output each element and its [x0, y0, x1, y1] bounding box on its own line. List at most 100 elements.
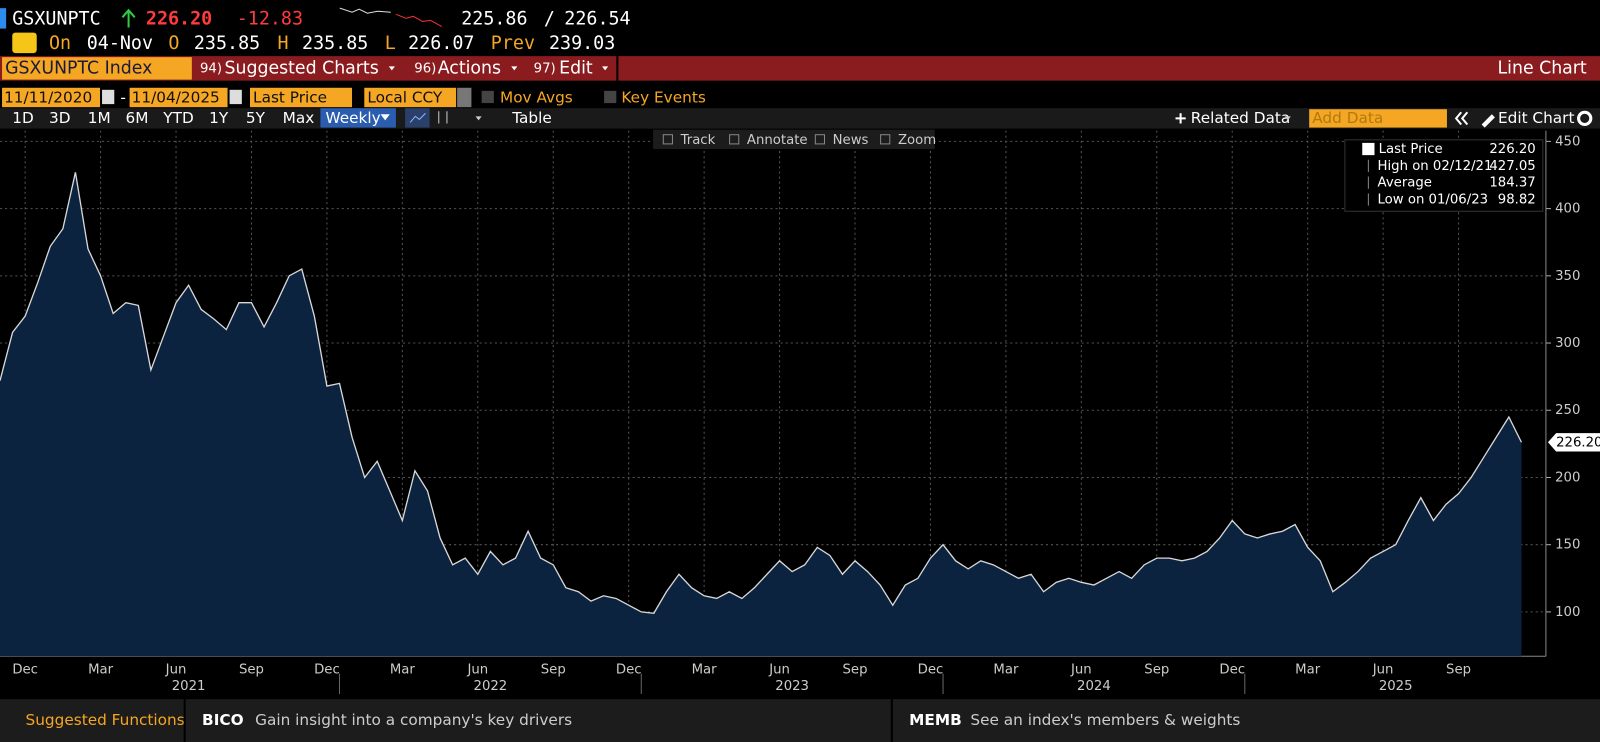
y-tick-label: 400	[1555, 202, 1580, 217]
x-tick-label: Mar	[692, 663, 718, 678]
menu-number: 94)	[200, 61, 222, 76]
end-date[interactable]: 11/04/2025	[132, 88, 220, 106]
calendar-icon[interactable]	[229, 89, 242, 105]
year-label: 2021	[172, 679, 206, 694]
dropdown-arrow	[1284, 116, 1291, 121]
dropdown-arrow	[511, 66, 518, 71]
range-button[interactable]: YTD	[162, 109, 193, 127]
related-data[interactable]: Related Data	[1191, 109, 1290, 127]
range-buttons: 1D 3D 1M 6M YTD 1Y 5Y Max	[12, 109, 314, 127]
security[interactable]: GSXUNPTC Index	[5, 58, 152, 78]
price-tag	[1547, 433, 1600, 452]
open: 235.85	[194, 33, 260, 54]
calendar-icon[interactable]	[102, 89, 115, 105]
menu[interactable]: Actions	[438, 58, 501, 78]
range-button[interactable]: 5Y	[246, 109, 266, 127]
focus-marker	[0, 8, 7, 29]
range-button[interactable]: 1M	[88, 109, 111, 127]
collapse-icon[interactable]	[1454, 111, 1469, 126]
price-tag-label: 226.20	[1556, 435, 1600, 450]
legend-box	[1344, 139, 1544, 212]
range-button[interactable]: 1D	[12, 109, 34, 127]
separator: /	[544, 8, 555, 29]
toolbar	[0, 108, 1600, 129]
range-button[interactable]: 3D	[49, 109, 71, 127]
prev: 239.03	[549, 33, 615, 54]
range-button[interactable]: 1Y	[209, 109, 229, 127]
frequency[interactable]: Weekly	[326, 109, 381, 127]
add-data-box[interactable]	[1309, 109, 1447, 128]
year-label: 2023	[775, 679, 809, 694]
tool-icon	[729, 134, 740, 145]
function-text[interactable]: Gain insight into a company's key driver…	[255, 711, 572, 729]
frequency-box[interactable]	[320, 108, 396, 128]
security-box[interactable]	[2, 57, 192, 80]
table-button[interactable]: Table	[511, 109, 552, 127]
low: 226.07	[408, 33, 474, 54]
add-data[interactable]: Add Data	[1312, 109, 1383, 127]
field-box[interactable]	[250, 87, 353, 108]
y-tick-label: 100	[1555, 605, 1580, 620]
x-tick-label: Mar	[88, 663, 114, 678]
menu[interactable]: Edit	[559, 58, 593, 78]
start-date[interactable]: 11/11/2020	[4, 88, 92, 106]
x-tick-label: Mar	[1295, 663, 1321, 678]
dropdown[interactable]	[457, 87, 472, 108]
edit-chart[interactable]: Edit Chart	[1498, 109, 1575, 127]
field[interactable]: Last Price	[253, 88, 327, 106]
tool-icon	[814, 134, 825, 145]
legend-swatch	[1362, 142, 1375, 156]
tool-icon	[662, 134, 673, 145]
x-tick-label: Sep	[541, 663, 566, 678]
dropdown-arrow	[475, 116, 482, 121]
menu[interactable]: Suggested Charts	[224, 58, 378, 78]
clock-icon[interactable]	[12, 32, 37, 54]
tool[interactable]: Zoom	[898, 133, 936, 148]
x-tick-label: Dec	[918, 663, 944, 678]
on-label: On	[49, 33, 71, 54]
checkbox[interactable]	[481, 90, 494, 104]
legend-value: 98.82	[1498, 193, 1536, 208]
y-tick-label: 350	[1555, 269, 1580, 284]
bid: 225.86	[461, 8, 527, 29]
change: -12.83	[237, 8, 303, 29]
high: 235.85	[302, 33, 368, 54]
legend-value: 184.37	[1489, 176, 1535, 191]
menu-number: 97)	[534, 61, 556, 76]
function-text[interactable]: See an index's members & weights	[970, 711, 1240, 729]
area	[0, 172, 1522, 657]
function-code[interactable]: MEMB	[909, 711, 962, 729]
bar-icon[interactable]	[438, 111, 448, 124]
key-events[interactable]: Key Events	[621, 88, 705, 106]
tool[interactable]: Annotate	[747, 133, 808, 148]
currency[interactable]: Local CCY	[367, 88, 443, 106]
tool[interactable]: News	[833, 133, 869, 148]
range-button[interactable]: 6M	[126, 109, 149, 127]
low-label: L	[385, 33, 396, 54]
sparkline	[395, 13, 443, 27]
checkbox[interactable]	[604, 90, 617, 104]
currency-box[interactable]	[364, 87, 457, 108]
x-tick-label: Sep	[1446, 663, 1471, 678]
mov-avgs[interactable]: Mov Avgs	[500, 88, 573, 106]
up-arrow	[121, 8, 136, 28]
tool-icon	[880, 134, 891, 145]
function-code[interactable]: BICO	[202, 711, 244, 729]
date-box[interactable]	[129, 87, 228, 108]
y-tick-label: 300	[1555, 336, 1580, 351]
range-button[interactable]: Max	[283, 109, 315, 127]
x-tick-label: Sep	[1144, 663, 1169, 678]
divider	[890, 699, 893, 742]
legend-label: High on 02/12/21	[1378, 159, 1493, 174]
footer	[0, 699, 1600, 742]
dropdown-arrow	[388, 66, 395, 71]
date-box[interactable]	[2, 87, 100, 108]
settings-icon[interactable]	[1577, 110, 1593, 127]
tool[interactable]: Track	[680, 133, 716, 148]
legend-label: Last Price	[1379, 142, 1443, 157]
y-tick-label: 250	[1555, 403, 1580, 418]
footer-title: Suggested Functions	[26, 711, 185, 729]
pencil-icon	[1481, 114, 1495, 128]
dropdown-arrow	[602, 66, 609, 71]
